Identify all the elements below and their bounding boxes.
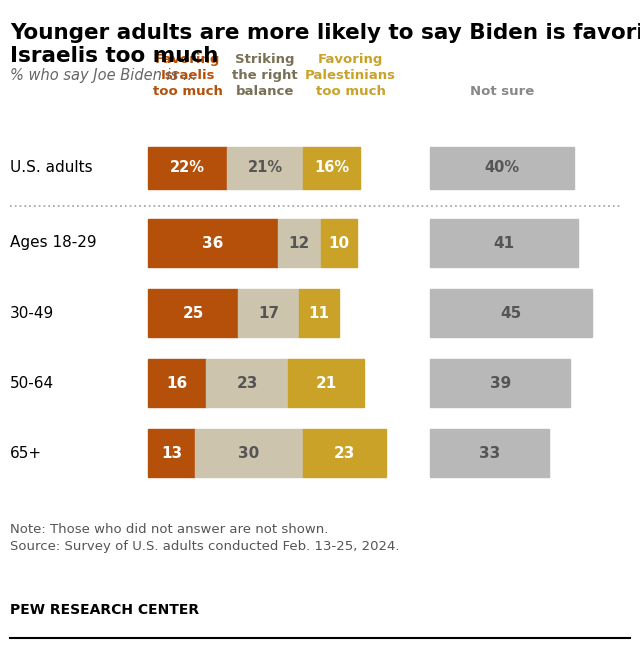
Text: 12: 12 [289, 236, 310, 251]
Text: 10: 10 [328, 236, 349, 251]
Bar [278, 219, 321, 267]
Text: 36: 36 [202, 236, 223, 251]
Text: Not sure: Not sure [470, 85, 534, 98]
Text: Striking
the right
balance: Striking the right balance [232, 53, 298, 98]
Bar [430, 429, 548, 477]
Text: Younger adults are more likely to say Biden is favoring
Israelis too much: Younger adults are more likely to say Bi… [10, 23, 640, 66]
Bar [303, 429, 385, 477]
Bar [195, 429, 303, 477]
Bar [321, 219, 357, 267]
Bar [430, 219, 578, 267]
Bar [300, 289, 339, 337]
Text: 39: 39 [490, 376, 511, 390]
Bar [430, 289, 592, 337]
Text: 23: 23 [333, 445, 355, 461]
Text: 11: 11 [308, 305, 330, 320]
Text: 33: 33 [479, 445, 500, 461]
Text: 16: 16 [166, 376, 188, 390]
Bar [148, 147, 227, 189]
Text: 21: 21 [316, 376, 337, 390]
Text: 17: 17 [258, 305, 279, 320]
Bar [289, 359, 364, 407]
Text: 23: 23 [236, 376, 258, 390]
Bar [148, 359, 205, 407]
Text: 16%: 16% [314, 161, 349, 176]
Bar [227, 147, 303, 189]
Text: 30: 30 [238, 445, 259, 461]
Text: Favoring
Israelis
too much: Favoring Israelis too much [153, 53, 223, 98]
Text: 40%: 40% [484, 161, 520, 176]
Bar [238, 289, 300, 337]
Text: 50-64: 50-64 [10, 376, 54, 390]
Bar [148, 289, 238, 337]
Bar [303, 147, 360, 189]
Text: 21%: 21% [248, 161, 283, 176]
Text: 25: 25 [182, 305, 204, 320]
Bar [205, 359, 289, 407]
Text: Ages 18-29: Ages 18-29 [10, 236, 97, 251]
Text: Favoring
Palestinians
too much: Favoring Palestinians too much [305, 53, 396, 98]
Text: 65+: 65+ [10, 445, 42, 461]
Text: 45: 45 [500, 305, 522, 320]
Text: Note: Those who did not answer are not shown.
Source: Survey of U.S. adults cond: Note: Those who did not answer are not s… [10, 523, 399, 553]
Text: 30-49: 30-49 [10, 305, 54, 320]
Text: 22%: 22% [170, 161, 205, 176]
Text: 13: 13 [161, 445, 182, 461]
Bar [148, 429, 195, 477]
Text: PEW RESEARCH CENTER: PEW RESEARCH CENTER [10, 603, 199, 617]
Bar [430, 147, 574, 189]
Text: % who say Joe Biden is ...: % who say Joe Biden is ... [10, 68, 196, 83]
Bar [430, 359, 570, 407]
Bar [148, 219, 278, 267]
Text: 41: 41 [493, 236, 515, 251]
Text: U.S. adults: U.S. adults [10, 161, 93, 176]
